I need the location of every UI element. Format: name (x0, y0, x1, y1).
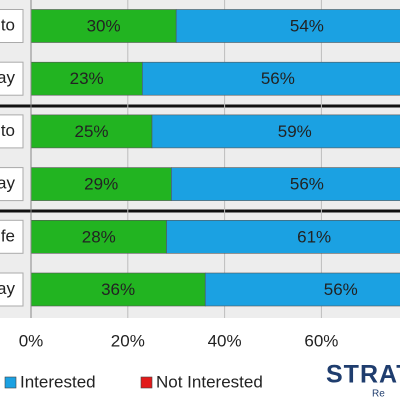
bar-segment (204, 272, 400, 307)
y-tick-label: ay (0, 68, 15, 87)
category-box (0, 114, 24, 149)
data-label: 36% (101, 280, 135, 299)
category-box (0, 9, 24, 43)
y-tick-label: to (1, 15, 15, 34)
bar-segment (171, 167, 400, 201)
bar-segment (30, 220, 167, 254)
legend-label: Not Interested (156, 372, 263, 391)
bar-segment (30, 114, 153, 149)
x-tick-label: 40% (208, 331, 242, 350)
data-label: 56% (290, 175, 324, 194)
bar-segment (175, 9, 400, 43)
logo: STRATE (326, 361, 400, 389)
x-tick-label: 0% (19, 331, 44, 350)
x-tick-label: 60% (304, 331, 338, 350)
data-label: 56% (324, 280, 358, 299)
data-label: 29% (84, 175, 118, 194)
plot-background (0, 0, 400, 318)
data-label: 23% (70, 69, 104, 88)
y-tick-label: ay (0, 174, 15, 193)
category-box (0, 219, 24, 254)
legend-swatch (4, 376, 17, 389)
data-label: 61% (297, 227, 331, 246)
y-tick-label: ay (0, 279, 15, 298)
legend-label: Interested (20, 372, 96, 391)
bar-segment (142, 61, 400, 96)
data-label: 28% (82, 227, 116, 246)
data-label: 25% (74, 122, 108, 141)
logo-sub: Re (372, 389, 385, 400)
data-label: 54% (290, 16, 324, 35)
bar-segment (30, 9, 177, 43)
data-label: 30% (87, 16, 121, 35)
bar-segment (30, 167, 172, 201)
bar-segment (166, 220, 400, 254)
y-tick-label: fe (1, 226, 15, 245)
category-box (0, 167, 24, 202)
bar-segment (151, 114, 400, 149)
y-tick-label: to (1, 121, 15, 140)
bar-segment (30, 61, 143, 96)
data-label: 59% (278, 122, 312, 141)
x-tick-label: 20% (111, 331, 145, 350)
bar-segment (30, 272, 206, 307)
category-box (0, 61, 24, 96)
category-box (0, 272, 24, 307)
legend-swatch (140, 376, 153, 389)
data-label: 56% (261, 69, 295, 88)
